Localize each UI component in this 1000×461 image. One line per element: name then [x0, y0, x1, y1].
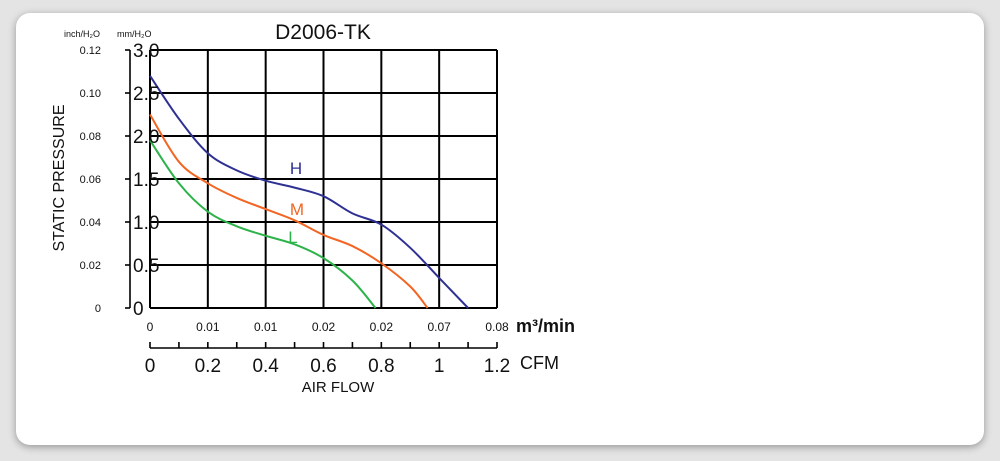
- x-tick-label-cfm: 1: [434, 356, 445, 377]
- x-tick-label-cfm: 0.6: [310, 356, 336, 377]
- x-unit-m3-group: m³/min: [516, 316, 575, 336]
- series-label-m: M: [290, 200, 304, 219]
- y-tick-label-mm: 3.0: [133, 41, 159, 62]
- x-tick-label-m3: 0.02: [370, 320, 394, 334]
- x-tick-label-cfm: 0.8: [368, 356, 394, 377]
- y-tick-label-inch: 0: [95, 303, 101, 315]
- x-unit-cfm: CFM: [520, 353, 559, 373]
- y-tick-label-inch: 0.02: [80, 260, 101, 272]
- x-tick-label-cfm: 1.2: [484, 356, 510, 377]
- series-line-m: [149, 113, 429, 309]
- y-tick-label-inch: 0.04: [80, 217, 101, 229]
- series-label-h: H: [290, 159, 302, 178]
- x-axis-label: AIR FLOW: [302, 379, 375, 396]
- x-tick-label-m3: 0.01: [196, 320, 220, 334]
- y-tick-label-mm: 1.0: [133, 213, 159, 234]
- x-tick-label-cfm: 0: [145, 356, 156, 377]
- y-unit-inch: inch/H₂O: [64, 29, 100, 39]
- y-tick-label-mm: 0.5: [133, 256, 159, 277]
- x-tick-label-cfm: 0.4: [252, 356, 279, 377]
- series-line-h: [149, 75, 469, 309]
- chart-card: [16, 13, 984, 445]
- y-tick-label-mm: 1.5: [133, 170, 159, 191]
- x-tick-label-m3: 0: [147, 320, 154, 334]
- y-tick-label-mm: 2.5: [133, 84, 159, 105]
- x-tick-label-m3: 0.01: [254, 320, 278, 334]
- x-unit-m3: m³/min: [516, 316, 575, 336]
- y-tick-label-inch: 0.08: [80, 131, 101, 143]
- chart-title: D2006-TK: [275, 21, 371, 44]
- y-tick-label-inch: 0.12: [80, 45, 101, 57]
- y-tick-label-inch: 0.06: [80, 174, 101, 186]
- y-axis-label: STATIC PRESSURE: [51, 105, 68, 252]
- y-tick-label-mm: 2.0: [133, 127, 159, 148]
- series-line-l: [149, 139, 377, 309]
- y-unit-mm: mm/H₂O: [117, 29, 152, 39]
- y-tick-label-mm: 0: [133, 299, 144, 320]
- x-tick-label-m3: 0.07: [427, 320, 451, 334]
- y-tick-label-inch: 0.10: [80, 88, 101, 100]
- x-tick-label-cfm: 0.2: [195, 356, 221, 377]
- x-tick-label-m3: 0.02: [312, 320, 336, 334]
- series-label-l: L: [288, 228, 297, 247]
- x-tick-label-m3: 0.08: [485, 320, 509, 334]
